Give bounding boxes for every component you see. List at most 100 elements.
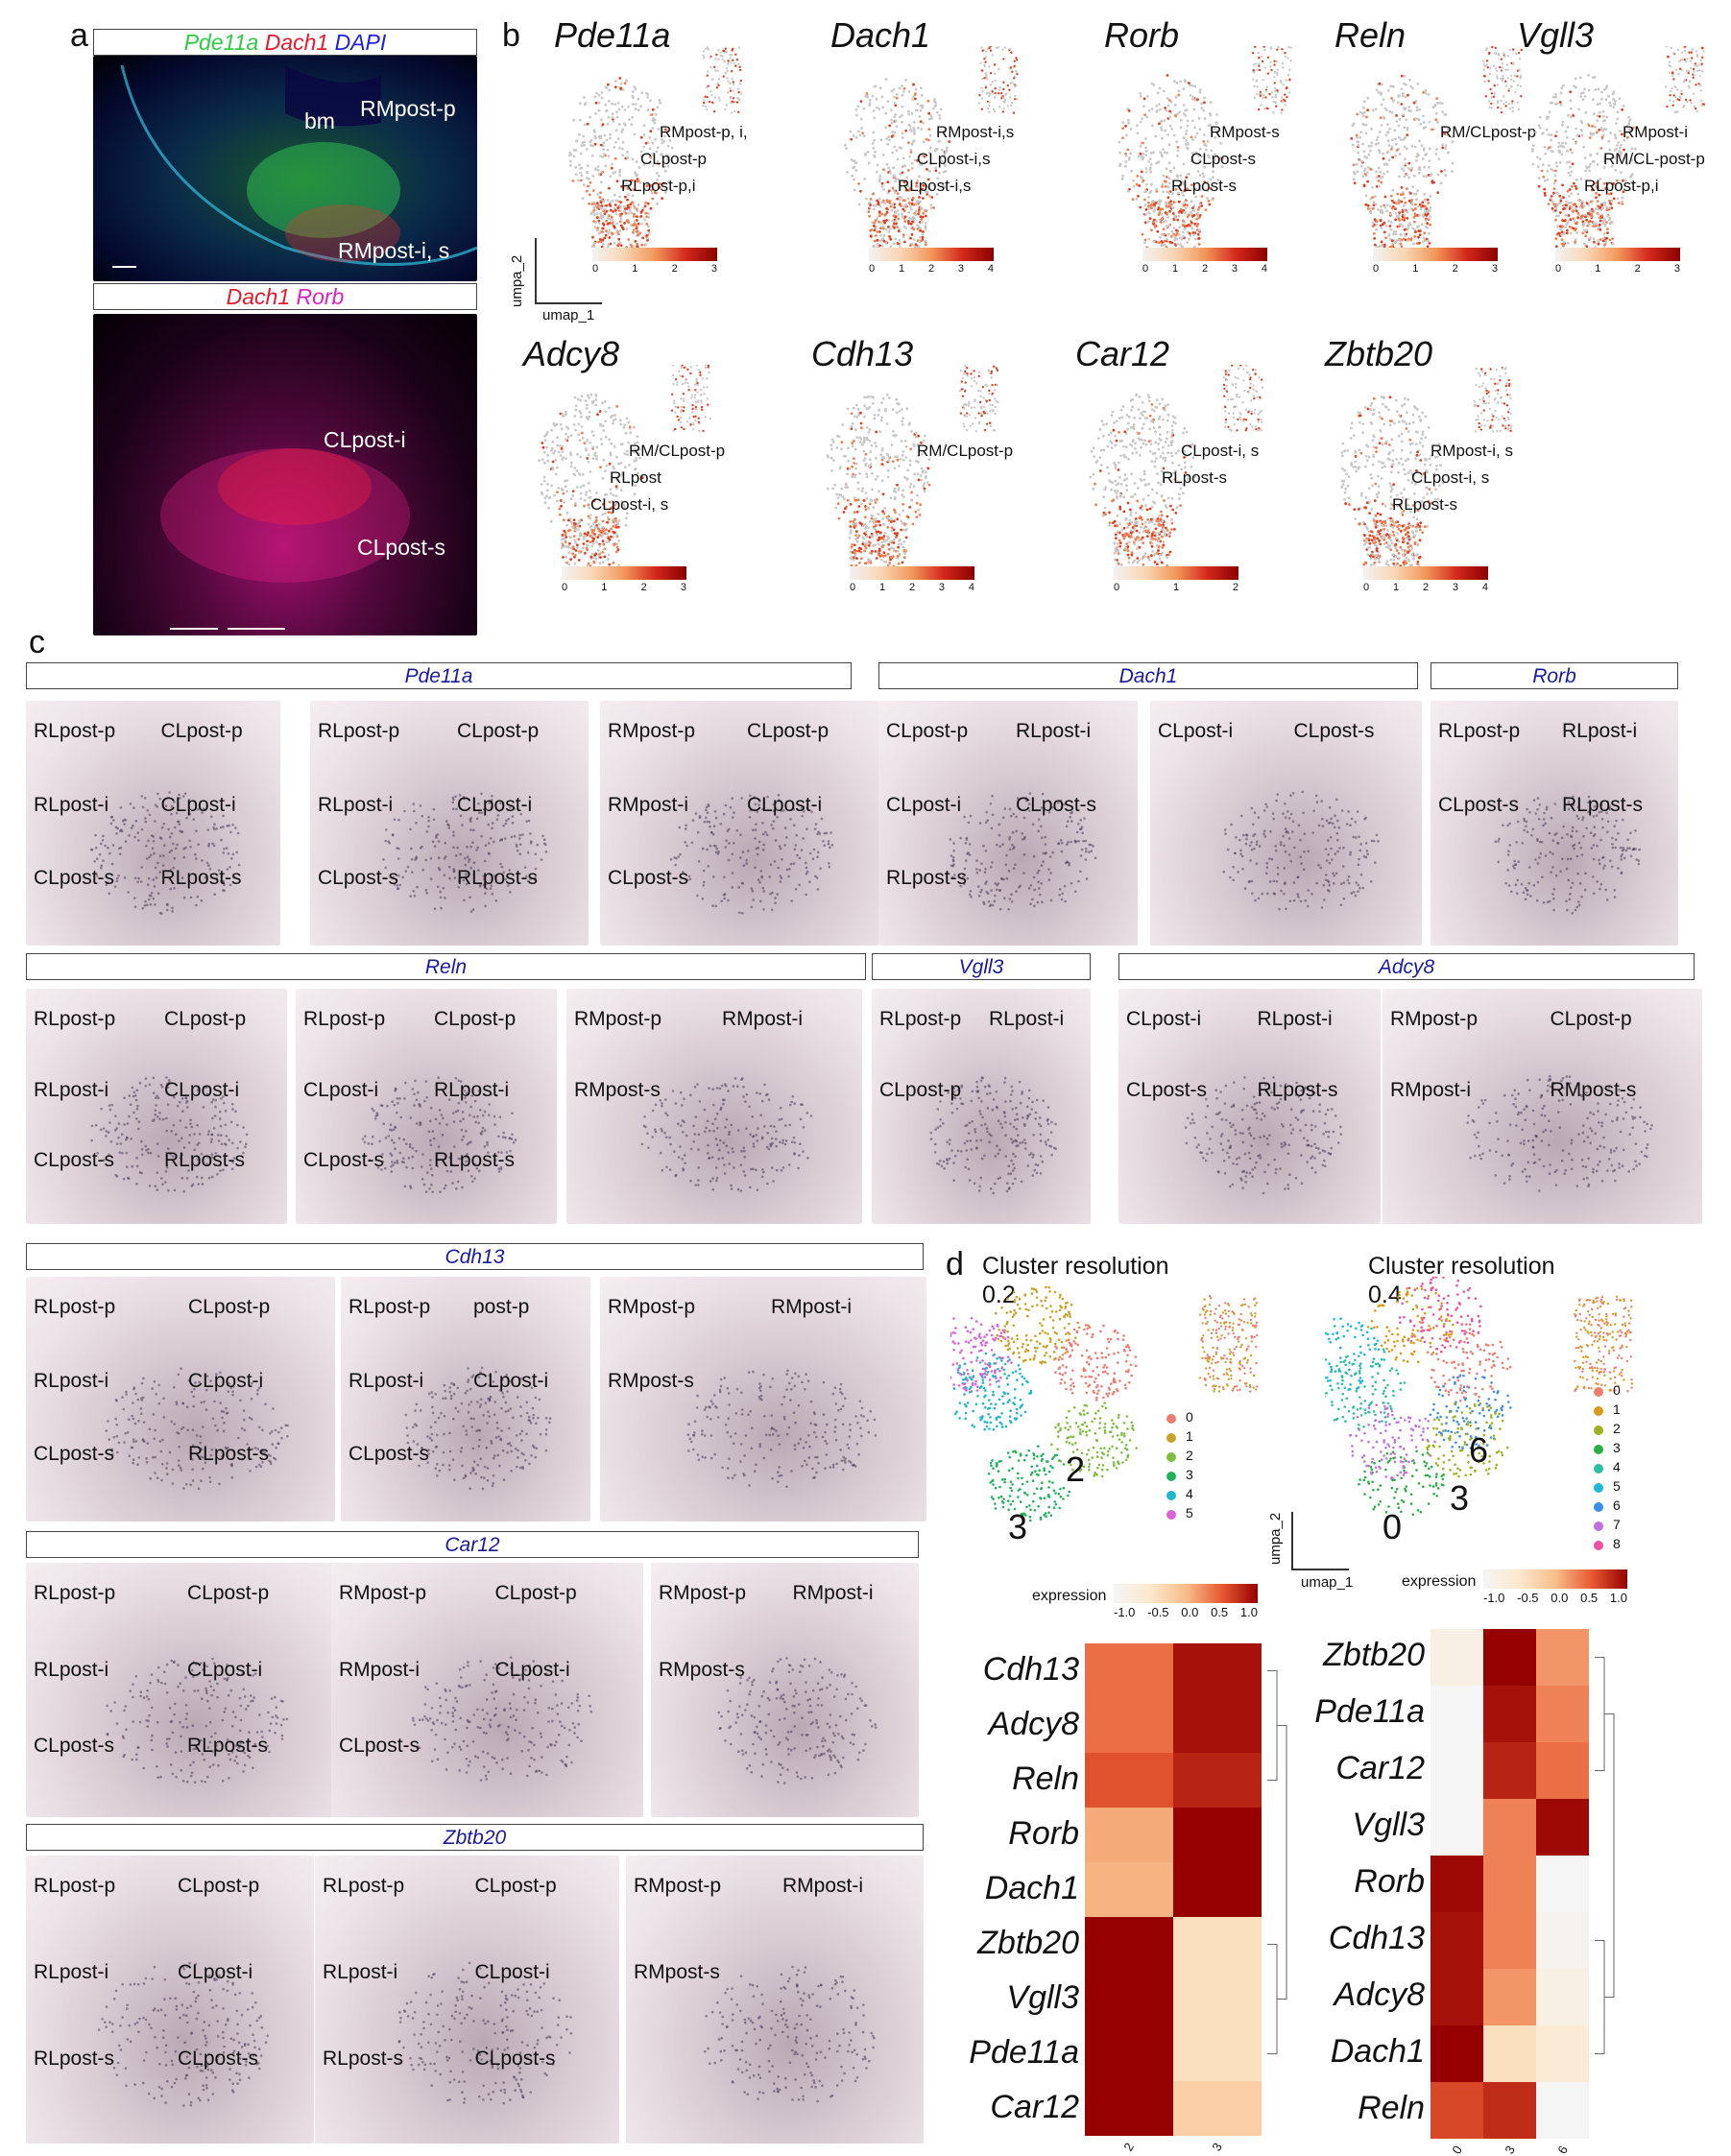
umap-point <box>1379 152 1382 155</box>
umap-point <box>1382 173 1385 176</box>
umap-point <box>915 213 918 216</box>
umap-point <box>1203 97 1206 100</box>
umap-point <box>1579 178 1582 180</box>
umap-point <box>631 123 634 126</box>
umap-point <box>1172 227 1175 229</box>
umap-point <box>898 465 901 467</box>
umap-point <box>579 519 582 522</box>
umap-point <box>605 541 608 544</box>
umap-inset-point <box>733 62 734 64</box>
umap-point <box>870 552 873 555</box>
umap-inset-point <box>679 375 681 377</box>
umap-inset-point <box>683 410 685 412</box>
umap-inset-point <box>711 102 713 104</box>
umap-point <box>1582 98 1585 101</box>
umap-point <box>888 230 891 233</box>
umap-point <box>879 205 882 208</box>
umap-point <box>1410 204 1413 206</box>
umap-inset-point <box>721 59 723 60</box>
umap-point <box>563 492 565 495</box>
umap-point <box>575 469 578 472</box>
umap-point <box>595 540 598 543</box>
umap-point <box>1139 417 1142 419</box>
umap-point <box>1427 240 1430 243</box>
umap-point <box>1542 132 1545 134</box>
umap-point <box>890 520 893 523</box>
umap-point <box>1579 95 1582 98</box>
umap-point <box>881 447 884 450</box>
umap-point <box>1158 418 1161 420</box>
umap-inset-point <box>699 374 701 376</box>
umap-point <box>1125 155 1128 157</box>
umap-point <box>902 417 904 419</box>
umap-inset-point <box>1011 71 1013 73</box>
umap-point <box>1441 110 1444 113</box>
umap-inset-point <box>698 430 700 432</box>
umap-point <box>573 423 576 426</box>
umap-point <box>1444 113 1447 116</box>
umap-point <box>633 215 636 218</box>
umap-point <box>565 536 567 539</box>
umap-point <box>885 228 888 231</box>
umap-point <box>544 496 547 499</box>
umap-point <box>1093 455 1095 458</box>
umap-point <box>1380 181 1382 184</box>
umap-point <box>609 204 612 206</box>
umap-point <box>1576 216 1579 219</box>
umap-point <box>644 244 647 247</box>
legend-term: Dach1 <box>258 30 328 55</box>
umap-inset-point <box>716 70 718 72</box>
umap-point <box>853 134 855 137</box>
umap-point <box>1416 106 1419 108</box>
umap-point <box>589 490 591 492</box>
umap-point <box>1144 221 1147 224</box>
umap-point <box>1587 215 1590 218</box>
umap-point <box>1382 116 1385 119</box>
umap-point <box>855 108 858 111</box>
umap-inset-point <box>992 393 994 395</box>
umap-point <box>883 202 886 204</box>
umap-point <box>911 98 914 101</box>
umap-inset-point <box>1256 85 1258 87</box>
umap-point <box>870 198 873 201</box>
umap-point <box>1606 231 1609 234</box>
umap-inset-point <box>740 92 742 94</box>
umap-point <box>589 394 592 396</box>
umap-point <box>591 236 594 239</box>
umap-inset-point <box>677 406 679 408</box>
umap-point <box>840 447 843 450</box>
umap-point <box>607 243 610 246</box>
umap-point <box>1110 489 1113 491</box>
umap-inset-point <box>694 416 696 418</box>
umap-point <box>1158 515 1161 517</box>
umap-point <box>1130 170 1133 173</box>
umap-point <box>884 126 887 129</box>
umap-point <box>1380 116 1382 119</box>
umap-point <box>1166 203 1168 205</box>
umap-point <box>870 228 873 231</box>
umap-point <box>875 550 878 553</box>
umap-point <box>877 230 879 233</box>
umap-point <box>1160 127 1163 130</box>
umap-inset-point <box>1276 49 1278 51</box>
umap-point <box>1594 76 1597 79</box>
umap-point <box>836 446 839 449</box>
umap-point <box>1152 221 1155 224</box>
umap-point <box>1352 124 1355 127</box>
colorbar-tick: 3 <box>681 582 686 593</box>
umap-point <box>901 213 903 216</box>
umap-point <box>911 233 914 236</box>
umap-point <box>902 546 905 549</box>
umap-point <box>1145 167 1148 170</box>
umap-point <box>855 169 858 172</box>
umap-inset-point <box>972 422 974 424</box>
umap-point <box>1121 178 1124 180</box>
umap-point <box>1538 124 1541 127</box>
umap-inset-point <box>1693 68 1695 70</box>
umap-point <box>904 215 907 218</box>
umap-point <box>1543 188 1546 191</box>
umap-point <box>1576 212 1579 215</box>
umap-inset-point <box>688 417 690 419</box>
umap-inset-point <box>707 404 709 406</box>
umap-inset-point <box>1281 108 1283 110</box>
